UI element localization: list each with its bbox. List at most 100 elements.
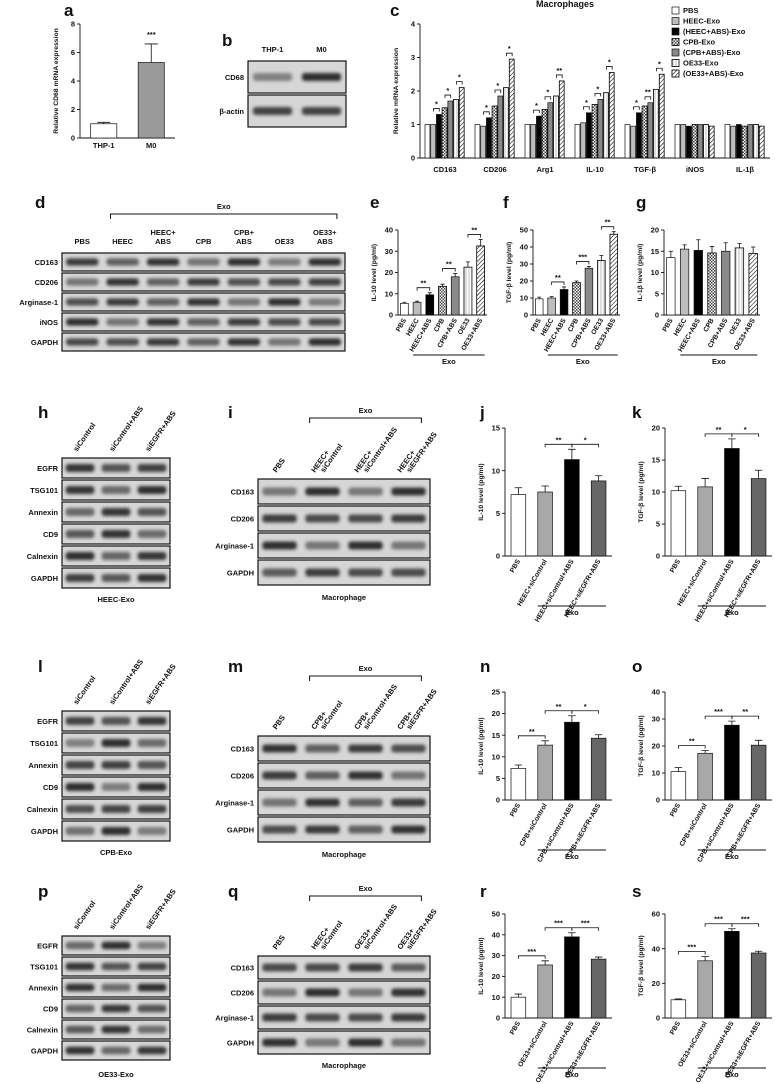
- x-tick-label: THP-1: [93, 141, 115, 150]
- blot-band: [101, 1025, 131, 1034]
- blot-caption: OE33-Exo: [98, 1070, 134, 1079]
- column-label: ABS: [155, 237, 171, 246]
- blot-band: [101, 962, 131, 971]
- blot-band: [101, 805, 131, 813]
- error-bar: [751, 246, 756, 254]
- significance-label: **: [556, 66, 562, 75]
- blot-band: [348, 744, 383, 753]
- y-tick-label: 0: [656, 1014, 660, 1023]
- blot-band: [65, 761, 95, 769]
- error-bar: [701, 750, 709, 754]
- bar: [630, 125, 636, 159]
- significance-label: ***: [578, 253, 587, 262]
- row-label: CD206: [35, 278, 58, 287]
- significance-label: ***: [714, 915, 723, 924]
- blot-band: [65, 1004, 95, 1013]
- legend-label: PBS: [683, 6, 698, 15]
- bar-pattern: [558, 80, 565, 159]
- panel-label: s: [632, 882, 641, 901]
- blot-band: [391, 1013, 426, 1022]
- error-bar: [537, 296, 542, 299]
- row-label: Calnexin: [27, 552, 59, 561]
- x-tick-label: M0: [146, 141, 156, 150]
- blot-band: [65, 962, 95, 971]
- blot-band: [146, 298, 180, 306]
- blot-band: [308, 318, 341, 326]
- row-label: Arginase-1: [215, 799, 254, 808]
- column-label: siControl+ABS: [107, 657, 145, 706]
- blot-band: [187, 298, 220, 306]
- y-tick-label: 0: [389, 311, 393, 320]
- blot-band: [391, 771, 426, 780]
- bar: [559, 289, 569, 316]
- bar-pattern: [458, 87, 465, 159]
- blot-band: [101, 827, 131, 835]
- legend-swatch: [671, 48, 680, 57]
- column-label: siEGFR+ABS: [143, 887, 178, 931]
- blot-band: [348, 825, 383, 834]
- y-tick-label: 20: [652, 979, 660, 988]
- blot-band: [348, 487, 383, 496]
- error-bar: [440, 283, 445, 287]
- significance-bracket: [704, 923, 733, 927]
- bar: [586, 112, 592, 159]
- bar-pattern: [476, 245, 485, 316]
- significance-label: *: [508, 44, 511, 53]
- significance-label: *: [485, 103, 488, 112]
- blot-band: [146, 338, 180, 346]
- x-tick-label: PBS: [509, 802, 522, 818]
- y-tick-label: 10: [492, 466, 500, 475]
- blot-band: [391, 568, 426, 577]
- y-tick-label: 0: [656, 796, 660, 805]
- panel-label: o: [632, 657, 642, 676]
- blot-caption: Macrophage: [322, 1061, 366, 1070]
- bar-pattern: [508, 58, 515, 159]
- column-label: CPB+: [234, 228, 255, 237]
- bar: [693, 250, 703, 316]
- y-axis-label: IL-10 level (pg/ml): [478, 463, 485, 520]
- row-label: GAPDH: [31, 574, 58, 583]
- bar: [564, 721, 580, 801]
- legend-swatch-pattern: [671, 59, 680, 67]
- blot-band: [348, 514, 383, 523]
- significance-bracket: [644, 96, 652, 100]
- y-tick-label: 50: [520, 226, 528, 235]
- significance-label: **: [555, 273, 561, 282]
- error-bar: [427, 292, 432, 295]
- bar: [537, 491, 553, 557]
- significance-bracket: [731, 433, 760, 437]
- blot-band: [137, 761, 167, 769]
- significance-label: *: [446, 86, 449, 95]
- blot-band: [227, 278, 261, 286]
- row-label: CD163: [231, 488, 254, 497]
- error-bar: [541, 485, 549, 492]
- blot-band: [305, 798, 340, 807]
- legend-label: (HEEC+ABS)-Exo: [683, 27, 746, 36]
- error-bar: [709, 246, 715, 253]
- error-bar: [514, 764, 523, 769]
- bar-pattern: [741, 125, 748, 159]
- group-label: Exo: [359, 406, 373, 415]
- blot-band: [305, 487, 340, 496]
- blot-band: [101, 486, 131, 494]
- bar: [137, 62, 165, 139]
- y-axis-label: IL-10 level (pg/ml): [371, 244, 378, 301]
- blot-band: [65, 552, 95, 560]
- error-bar: [599, 255, 604, 261]
- bar-pattern: [753, 124, 759, 159]
- group-label: Exo: [565, 608, 579, 617]
- x-tick-label: PBS: [669, 558, 682, 574]
- column-label: PBS: [271, 933, 287, 951]
- significance-label: **: [529, 727, 535, 736]
- y-tick-label: 0: [71, 134, 75, 143]
- error-bar: [594, 956, 603, 960]
- bar: [412, 301, 422, 316]
- blot-band: [137, 464, 167, 472]
- error-bar: [514, 487, 523, 495]
- significance-bracket: [506, 52, 513, 57]
- significance-label: **: [742, 707, 748, 716]
- bar: [436, 114, 442, 159]
- group-label: Exo: [725, 852, 739, 861]
- y-axis-label: IL-1β level (pg/ml): [637, 244, 644, 302]
- y-tick-label: 0: [656, 552, 660, 561]
